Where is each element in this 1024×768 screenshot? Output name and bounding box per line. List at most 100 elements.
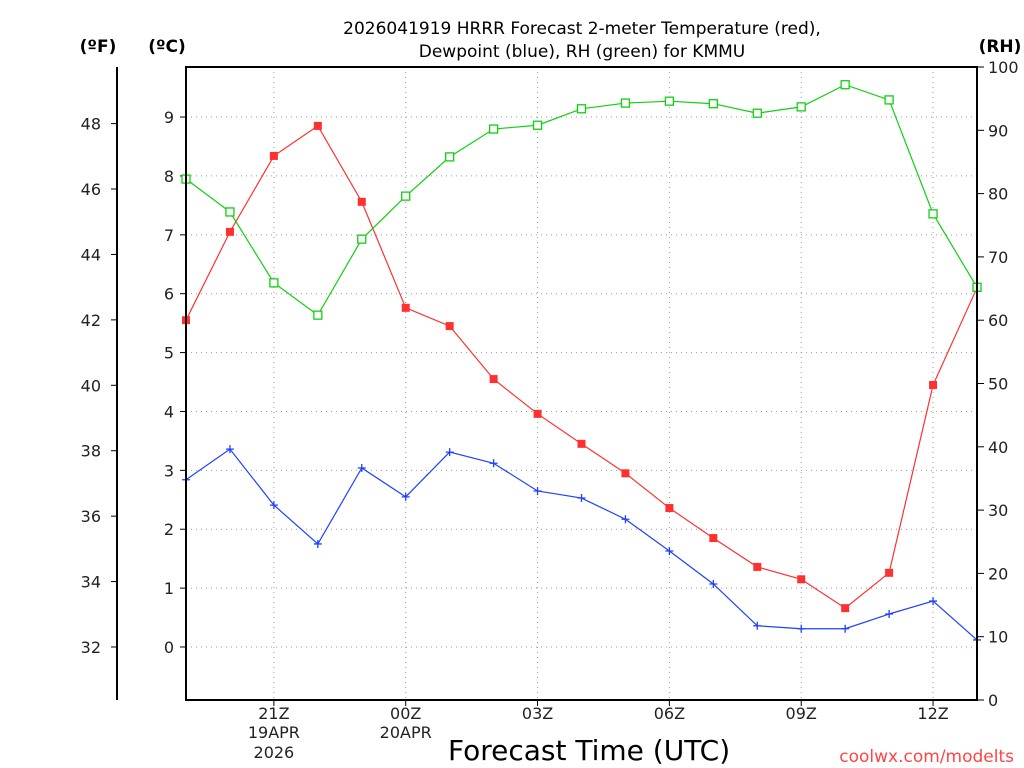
rh-point [620,98,631,108]
dewpoint-point [269,501,278,510]
rh-point [357,234,367,244]
plot-frame [185,66,978,701]
f-tick-label: 36 [81,507,101,526]
c-tick-label: 0 [164,638,174,657]
temperature-point [709,534,718,543]
grid [186,67,977,700]
x-tick-label: 12Z [917,704,948,723]
rh-tick-label: 0 [988,691,998,710]
dewpoint-point [885,610,894,619]
rh-point [664,96,675,106]
rh-point [445,152,455,162]
temperature-point [797,575,806,584]
dewpoint-point [225,445,234,454]
c-tick-label: 3 [164,461,174,480]
temperature-point [225,227,234,236]
x-tick-date: 19APR [248,723,300,742]
rh-point [884,95,894,105]
rh-tick-label: 70 [988,248,1008,267]
dewpoint-point [445,448,454,457]
temperature-point [401,303,410,312]
f-tick-label: 44 [81,245,101,264]
rh-tick-label: 10 [988,628,1008,647]
series [181,80,982,644]
rh-point [488,124,499,134]
dewpoint-point [313,539,322,548]
rh-point [401,191,411,201]
chart-title-line1: 2026041919 HRRR Forecast 2-meter Tempera… [343,19,821,39]
unit-c-label: (ºC) [148,37,186,57]
unit-rh-label: (RH) [979,37,1022,57]
dewpoint-point [401,492,410,501]
rh-point [225,207,235,217]
rh-tick-label: 20 [988,564,1008,583]
f-tick-label: 34 [81,573,101,592]
x-tick-label: 00Z [390,704,421,723]
x-axis-label: Forecast Time (UTC) [448,734,730,767]
rh-line [185,84,978,317]
c-tick-label: 1 [164,579,174,598]
f-tick-label: 32 [81,638,101,657]
rh-tick-label: 30 [988,501,1008,520]
dewpoint-line [185,448,978,641]
x-tick-label: 03Z [522,704,553,723]
x-tick-label: 06Z [654,704,685,723]
temperature-point [489,375,498,384]
dewpoint-point [841,624,850,633]
temperature-point [577,439,586,448]
f-tick-label: 46 [81,180,101,199]
rh-tick-label: 80 [988,185,1008,204]
temperature-point [269,151,278,160]
rh-tick-label: 90 [988,121,1008,140]
dewpoint-point [709,579,718,588]
rh-point [576,104,587,114]
temperature-point [621,469,630,478]
temperature-point [313,121,322,130]
temperature-point [885,568,894,577]
c-tick-label: 5 [164,344,174,363]
temperature-point [445,322,454,331]
x-tick-label: 21Z [258,704,289,723]
dewpoint-point [357,463,366,472]
c-tick-label: 8 [164,167,174,186]
c-tick-label: 6 [164,285,174,304]
f-tick-label: 38 [81,442,101,461]
rh-point [269,278,279,288]
dewpoint-point [929,597,938,606]
temperature-point [753,562,762,571]
dewpoint-point [753,621,762,630]
f-tick-label: 40 [81,376,101,395]
x-tick-year: 2026 [254,743,295,762]
f-tick-label: 42 [81,311,101,330]
rh-tick-label: 50 [988,375,1008,394]
dewpoint-point [533,486,542,495]
x-tick-label: 09Z [786,704,817,723]
temperature-point [357,197,366,206]
dewpoint-point [797,624,806,633]
rh-point [840,80,850,90]
c-tick-label: 4 [164,402,174,421]
rh-point [752,108,762,118]
temperature-point [533,409,542,418]
temperature-point [665,504,674,513]
c-tick-label: 9 [164,108,174,127]
rh-tick-label: 100 [988,58,1019,77]
rh-tick-label: 40 [988,438,1008,457]
temperature-point [929,380,938,389]
rh-tick-label: 60 [988,311,1008,330]
rh-point [313,310,323,320]
watermark: coolwx.com/modelts [839,747,1014,767]
temperature-point [841,604,850,613]
chart-title-line2: Dewpoint (blue), RH (green) for KMMU [419,42,746,62]
c-tick-label: 7 [164,226,174,245]
rh-point [928,209,938,219]
dewpoint-point [577,494,586,503]
dewpoint-point [665,547,674,556]
rh-point [796,102,806,112]
dewpoint-point [489,459,498,468]
dewpoint-point [621,515,630,524]
rh-point [532,120,543,130]
x-tick-date: 20APR [380,723,432,742]
f-tick-label: 48 [81,115,101,134]
